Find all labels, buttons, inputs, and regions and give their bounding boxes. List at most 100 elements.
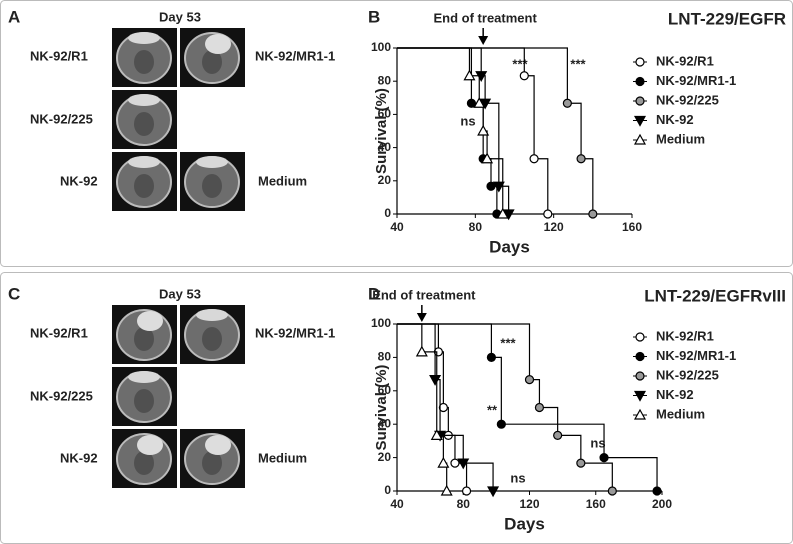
legend-marker [635, 351, 645, 362]
survival-step [397, 323, 440, 352]
group-label: Medium [258, 173, 307, 188]
cortex [128, 371, 160, 383]
x-tick-label: 120 [544, 220, 564, 234]
y-tick-label: 40 [378, 416, 392, 430]
legend-label: Medium [656, 406, 705, 421]
group-label: NK-92/225 [30, 111, 93, 126]
marker [457, 458, 470, 470]
marker [487, 486, 500, 498]
marker [529, 154, 539, 164]
survival-step [567, 102, 582, 159]
significance: ns [510, 470, 525, 485]
group-label: Medium [258, 450, 307, 465]
marker [524, 375, 535, 385]
annotation: End of treatment [434, 10, 538, 25]
y-tick-label: 100 [371, 40, 391, 54]
x-tick-label: 200 [652, 497, 672, 511]
day-label: Day 53 [159, 286, 201, 301]
x-tick-label: 40 [390, 220, 404, 234]
significance: ns [590, 435, 605, 450]
y-tick-label: 60 [378, 383, 392, 397]
day-label: Day 53 [159, 9, 201, 24]
significance: ns [460, 113, 475, 128]
marker [553, 430, 563, 440]
y-tick-label: 0 [384, 483, 391, 497]
brain-detail [202, 327, 222, 351]
y-tick-label: 20 [378, 173, 392, 187]
y-axis-label: Survival (%) [373, 88, 390, 174]
brain-detail [134, 174, 154, 198]
group-label: NK-92/MR1-1 [255, 48, 335, 63]
panel-label: A [8, 7, 20, 26]
marker [430, 429, 443, 440]
legend-marker [635, 57, 645, 67]
chart-title: LNT-229/EGFR [668, 9, 786, 28]
tumor [205, 34, 231, 54]
legend-marker [635, 76, 645, 87]
legend-label: NK-92/MR1-1 [656, 73, 736, 88]
legend-label: NK-92/MR1-1 [656, 348, 736, 363]
y-tick-label: 80 [378, 350, 392, 364]
brain-detail [134, 112, 154, 136]
marker [534, 402, 545, 413]
brain-detail [134, 451, 154, 475]
survival-step [539, 406, 559, 436]
annotation: End of treatment [372, 287, 476, 302]
x-axis-label: Days [489, 237, 530, 256]
x-tick-label: 80 [457, 497, 471, 511]
brain-detail [134, 327, 154, 351]
y-tick-label: 60 [378, 107, 392, 121]
brain-detail [202, 451, 222, 475]
significance: *** [500, 335, 516, 350]
significance: ** [487, 402, 498, 417]
group-label: NK-92 [60, 450, 98, 465]
group-label: NK-92/R1 [30, 325, 88, 340]
survival-step [440, 434, 464, 464]
legend-marker [633, 408, 647, 420]
significance: *** [570, 56, 586, 71]
cortex [128, 32, 160, 44]
cortex [128, 94, 160, 106]
cortex [128, 156, 160, 168]
marker [466, 98, 477, 108]
marker [576, 154, 586, 164]
marker [607, 486, 617, 496]
marker [429, 375, 442, 386]
marker [450, 458, 460, 468]
legend-label: NK-92/R1 [656, 328, 714, 343]
y-tick-label: 0 [384, 206, 391, 220]
y-tick-label: 100 [371, 316, 391, 330]
brain-detail [134, 50, 154, 74]
legend-marker [635, 371, 645, 381]
legend-marker [633, 390, 647, 402]
significance: *** [512, 56, 528, 71]
group-label: NK-92/MR1-1 [255, 325, 335, 340]
survival-step [397, 47, 473, 104]
x-tick-label: 40 [390, 497, 404, 511]
marker [486, 181, 496, 191]
survival-step [397, 47, 525, 76]
survival-step [463, 462, 494, 491]
panel-label: B [368, 7, 380, 26]
marker [652, 486, 662, 496]
x-tick-label: 80 [469, 220, 483, 234]
marker [576, 458, 586, 468]
group-label: NK-92/R1 [30, 48, 88, 63]
marker [519, 71, 529, 81]
marker [477, 124, 490, 136]
marker [543, 209, 553, 219]
survival-step [581, 158, 594, 214]
survival-step [580, 462, 613, 491]
marker [438, 402, 448, 413]
group-label: NK-92 [60, 173, 98, 188]
panel-label: C [8, 284, 20, 303]
marker [496, 419, 506, 429]
marker [463, 69, 476, 81]
legend-label: NK-92 [656, 387, 694, 402]
panel-label: D [368, 284, 380, 303]
x-axis-label: Days [504, 514, 545, 533]
survival-step [397, 323, 493, 358]
brain-detail [202, 174, 222, 198]
arrow-head [416, 313, 427, 322]
legend-label: NK-92/R1 [656, 53, 714, 68]
